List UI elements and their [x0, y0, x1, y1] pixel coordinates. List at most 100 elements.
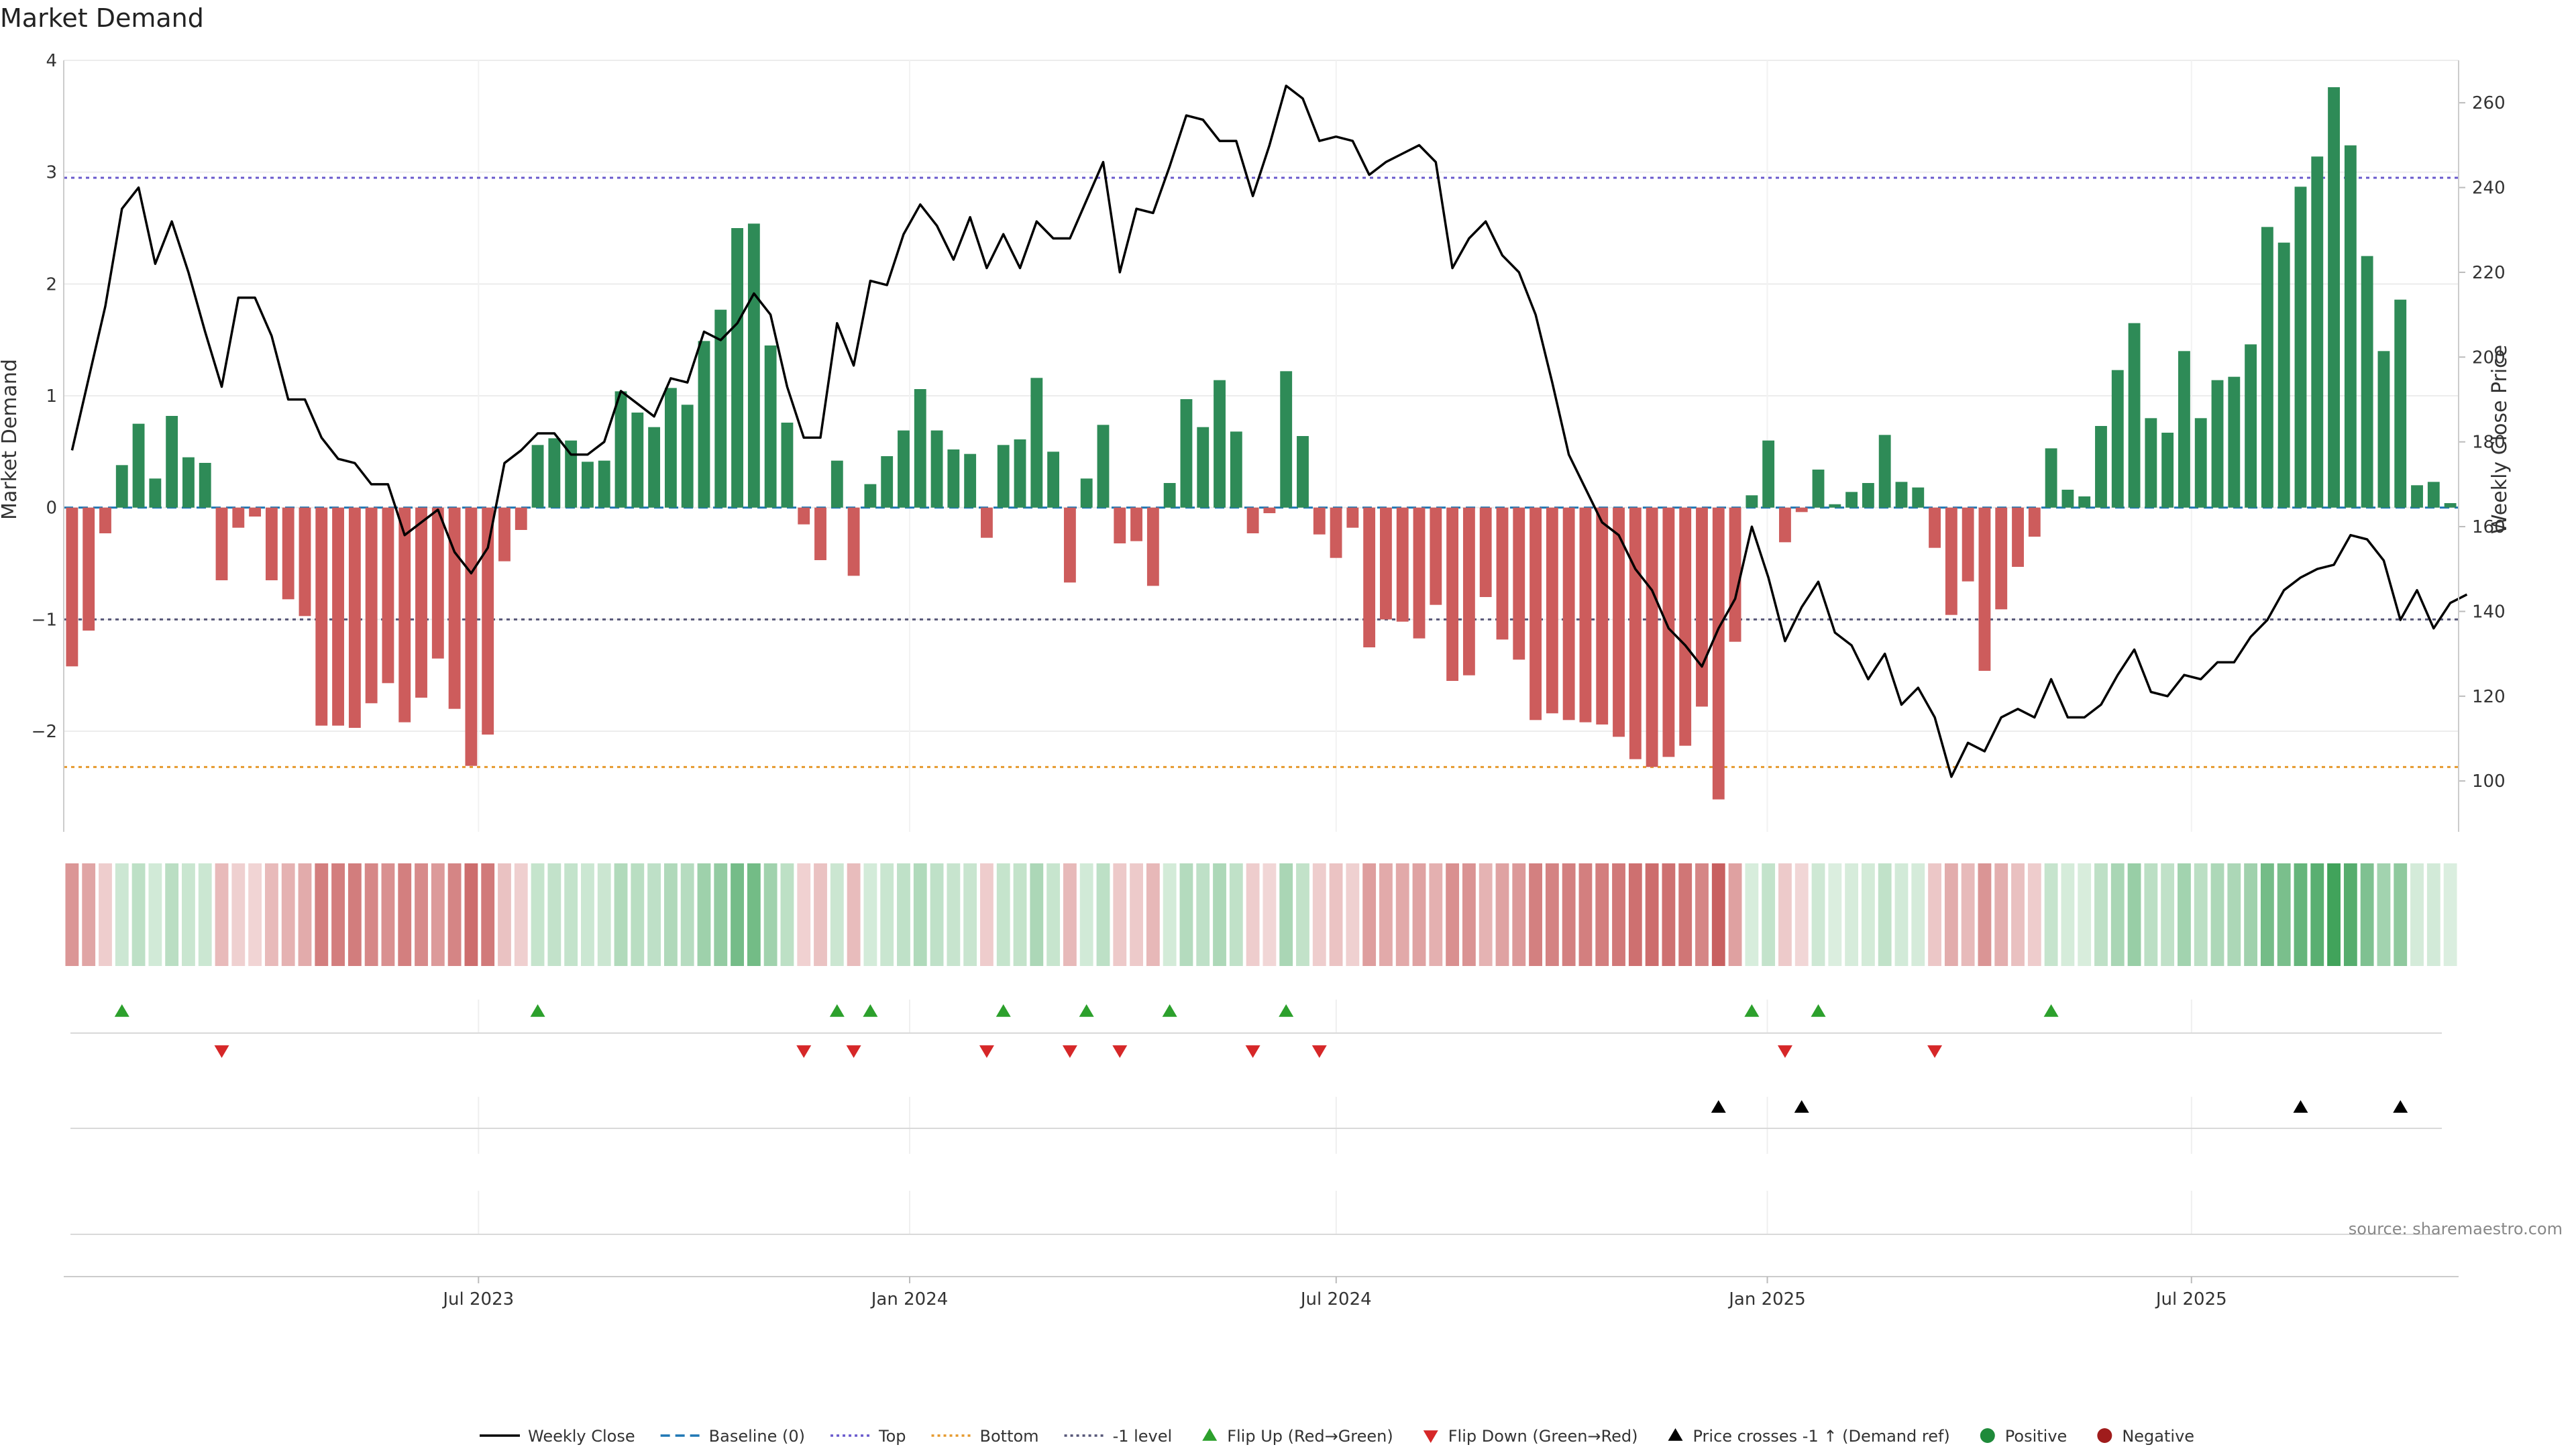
heat-cell-positive	[2260, 863, 2274, 966]
heat-cell-positive	[2443, 863, 2457, 966]
y2-tick-label: 140	[2472, 602, 2506, 622]
negative-bar	[1679, 507, 1692, 746]
heat-cell-positive	[996, 863, 1010, 966]
negative-bar	[1462, 507, 1475, 676]
negative-bar	[83, 507, 95, 631]
flip-down-marker	[1777, 1045, 1792, 1058]
negative-bar	[1579, 507, 1592, 722]
heat-cell-positive	[731, 863, 744, 966]
heat-cell-negative	[1246, 863, 1260, 966]
flip-up-marker	[114, 1004, 129, 1017]
negative-bar	[981, 507, 993, 538]
heat-cell-positive	[1213, 863, 1226, 966]
heat-cell-negative	[1562, 863, 1576, 966]
heat-cell-positive	[1096, 863, 1110, 966]
heat-cell-positive	[697, 863, 711, 966]
heat-cell-negative	[447, 863, 462, 966]
legend-label: Flip Down (Green→Red)	[1448, 1427, 1638, 1446]
y-axis-title: Market Demand	[0, 359, 21, 520]
positive-bar	[664, 388, 677, 508]
positive-bar	[714, 309, 727, 508]
legend-tri-up-swatch	[1202, 1428, 1218, 1441]
negative-bar	[348, 507, 361, 728]
heat-cell-positive	[131, 863, 146, 966]
positive-bar	[1047, 451, 1060, 508]
reference-lines	[64, 176, 2459, 768]
heat-cell-negative	[381, 863, 395, 966]
positive-bar	[2095, 426, 2107, 508]
legend-item: Baseline (0)	[660, 1427, 805, 1446]
positive-bar	[2078, 496, 2091, 508]
positive-bar	[681, 405, 694, 508]
positive-bar	[731, 228, 743, 508]
positive-bar	[930, 430, 943, 508]
heat-cell-positive	[2426, 863, 2440, 966]
y2-tick-label: 100	[2472, 771, 2506, 792]
heat-cell-positive	[115, 863, 129, 966]
heat-cell-positive	[647, 863, 661, 966]
negative-bar	[498, 507, 511, 561]
heat-cell-negative	[1944, 863, 1958, 966]
positive-bar	[2294, 186, 2307, 508]
heat-cell-negative	[2011, 863, 2025, 966]
negative-bar	[99, 507, 111, 533]
legend-tri-down-swatch	[1423, 1430, 1438, 1443]
heat-cell-negative	[1695, 863, 1709, 966]
legend-item: Flip Up (Red→Green)	[1202, 1427, 1393, 1446]
positive-bar	[1097, 425, 1110, 508]
y2-tick-label: 160	[2472, 517, 2506, 537]
x-tick-label: Jan 2024	[870, 1289, 949, 1309]
positive-bar	[166, 416, 178, 508]
heat-cell-negative	[1628, 863, 1642, 966]
flip-down-marker	[1112, 1045, 1128, 1058]
positive-bar	[1829, 504, 1841, 508]
negative-bar	[2012, 507, 2024, 567]
heat-cell-positive	[2394, 863, 2408, 966]
negative-bar	[232, 507, 245, 528]
heat-cell-positive	[165, 863, 179, 966]
negative-bar	[465, 507, 478, 766]
negative-bar	[515, 507, 527, 530]
heat-cell-positive	[1894, 863, 1909, 966]
positive-bar	[2261, 227, 2273, 508]
heat-cell-negative	[1711, 863, 1725, 966]
heat-cell-positive	[2360, 863, 2374, 966]
negative-bar	[1396, 507, 1409, 622]
negative-bar	[1729, 507, 1741, 642]
price-cross-marker	[2393, 1100, 2408, 1113]
heat-cell-positive	[1179, 863, 1193, 966]
heat-cell-positive	[2244, 863, 2258, 966]
negative-bar	[1696, 507, 1708, 707]
y-tick-label: 2	[46, 274, 57, 294]
positive-bar	[2211, 380, 2224, 508]
heat-cell-negative	[814, 863, 827, 966]
legend-item: Top	[830, 1427, 906, 1446]
negative-bar	[1978, 507, 1991, 671]
heat-cell-positive	[1878, 863, 1892, 966]
heat-cell-positive	[547, 863, 561, 966]
heat-cell-positive	[680, 863, 694, 966]
heat-cell-negative	[1263, 863, 1277, 966]
x-tick-label: Jul 2025	[2155, 1289, 2227, 1309]
heat-cell-positive	[1013, 863, 1027, 966]
heat-cell-positive	[2094, 863, 2108, 966]
heat-cell-positive	[614, 863, 628, 966]
negative-bar	[1380, 507, 1392, 620]
positive-bar	[1180, 399, 1193, 508]
positive-bar	[648, 427, 661, 508]
heat-cell-negative	[1063, 863, 1077, 966]
negative-bar	[448, 507, 461, 709]
positive-bar	[1878, 435, 1891, 508]
price-cross-marker	[1711, 1100, 1726, 1113]
flip-down-marker	[1245, 1045, 1260, 1058]
positive-bar	[2045, 448, 2057, 508]
positive-bar	[631, 413, 644, 508]
heat-cell-positive	[2310, 863, 2324, 966]
positive-bar	[582, 462, 594, 508]
positive-bar	[997, 445, 1010, 508]
price-line-layer	[70, 85, 2468, 778]
positive-bar	[2361, 256, 2373, 508]
negative-bar	[1513, 507, 1525, 660]
heat-cell-positive	[531, 863, 545, 966]
